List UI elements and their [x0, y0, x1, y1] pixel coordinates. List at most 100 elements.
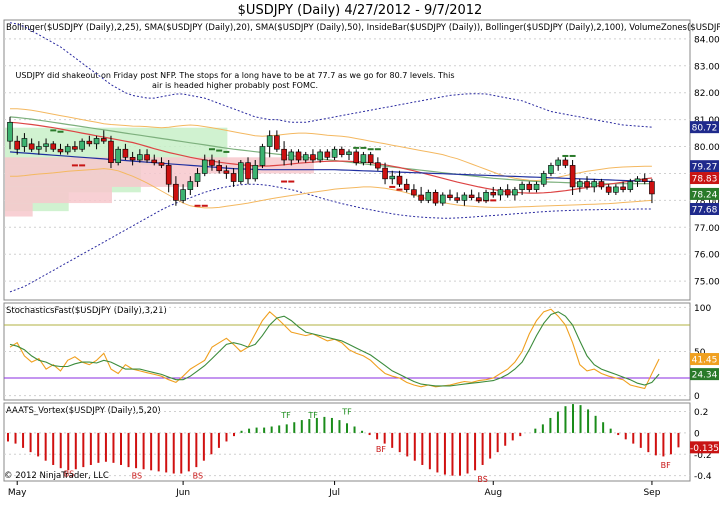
copyright-text: © 2012 NinjaTrader, LLC: [4, 471, 109, 481]
candle-body: [562, 159, 569, 166]
vortex-signal-label: BS: [193, 472, 203, 481]
x-tick-label: Aug: [484, 488, 502, 498]
candle-body: [634, 178, 641, 182]
vortex-tick-label: 0.2: [694, 408, 708, 418]
candle-body: [151, 159, 158, 163]
candle-body: [331, 148, 338, 158]
last-price-label-bg: [690, 172, 719, 185]
candle-body: [598, 181, 605, 188]
stoch-d-line: [9, 311, 660, 387]
candle-body: [7, 122, 13, 142]
candle-body: [605, 186, 612, 193]
volume-zone: [5, 203, 33, 217]
vortex-last-label: -0.135: [690, 444, 719, 454]
candle-body: [490, 192, 497, 196]
candle-body: [50, 143, 57, 150]
candle-body: [122, 148, 129, 158]
price-tick-label: 82.00: [694, 89, 720, 99]
price-header: Bollinger($USDJPY (Daily),2,25), SMA($US…: [6, 23, 720, 33]
candle-body: [504, 189, 511, 196]
candle-body: [432, 192, 439, 204]
candle-body: [620, 186, 626, 190]
price-tick-label: 76.00: [694, 251, 720, 261]
vortex-signal-label: TF: [280, 411, 291, 420]
candle-body: [165, 165, 172, 185]
last-price-label: 80.72: [692, 124, 718, 134]
candle-body: [360, 154, 367, 163]
last-price-label: 79.27: [692, 163, 718, 173]
last-price-label: 77.68: [692, 206, 718, 216]
stoch-last-label: 41.45: [692, 356, 718, 366]
candle-body: [173, 183, 179, 201]
candle-body: [418, 194, 424, 201]
candle-body: [108, 140, 114, 163]
candle-body: [548, 165, 554, 174]
candle-body: [79, 140, 85, 150]
last-price-label-bg: [690, 203, 719, 215]
candle-body: [187, 181, 194, 190]
candle-body: [194, 173, 201, 182]
candle-body: [259, 146, 266, 166]
stochastics-panel: StochasticsFast($USDJPY (Daily),3,21) 100…: [3, 302, 719, 402]
candle-body: [324, 151, 331, 158]
vortex-tick-label: -0.2: [694, 451, 712, 461]
candle-body: [338, 148, 345, 155]
candle-body: [346, 151, 352, 155]
candle-body: [310, 154, 316, 161]
candle-body: [281, 148, 287, 161]
x-tick-label: May: [8, 488, 27, 498]
candle-body: [627, 181, 634, 190]
candle-body: [201, 159, 208, 174]
candle-body: [577, 181, 583, 188]
candle-body: [274, 135, 280, 150]
vortex-signal-label: BS: [64, 470, 74, 479]
bollinger-100-upper: [9, 22, 652, 128]
stoch-frame: [3, 302, 691, 401]
candle-body: [288, 151, 295, 161]
bollinger-25-lower: [10, 168, 652, 209]
candle-body: [389, 175, 396, 180]
candle-body: [584, 181, 590, 188]
chart-title: $USDJPY (Daily) 4/27/2012 - 9/7/2012: [238, 3, 483, 18]
candle-body: [375, 162, 381, 169]
candle-body: [461, 194, 468, 201]
x-axis: May Jun Jul Aug Sep: [8, 481, 661, 498]
vortex-signal-label: BS: [477, 475, 487, 484]
candle-body: [144, 154, 150, 161]
candle-body: [411, 189, 417, 196]
candle-body: [115, 148, 121, 163]
candle-body: [613, 186, 619, 193]
candle-body: [641, 178, 648, 182]
candle-body: [43, 143, 49, 147]
candle-body: [555, 159, 561, 166]
candle-body: [36, 146, 42, 150]
stoch-last-label-bg: [690, 353, 719, 366]
candle-body: [425, 192, 432, 201]
last-price-label: 78.24: [692, 190, 718, 200]
stoch-tick-label: 100: [694, 304, 711, 314]
annotation-line: air is headed higher probably post FOMC.: [152, 81, 318, 90]
candle-body: [57, 148, 64, 153]
candle-body: [497, 189, 504, 196]
candle-body: [382, 167, 388, 180]
stoch-last-label: 24.34: [692, 371, 718, 381]
sma-20-line: [9, 121, 652, 194]
stoch-last-label-bg: [690, 368, 719, 381]
candle-body: [439, 194, 446, 204]
candle-body: [526, 183, 533, 190]
stoch-header: StochasticsFast($USDJPY (Daily),3,21): [6, 306, 167, 316]
candle-body: [180, 189, 186, 201]
price-tick-label: 75.00: [694, 278, 720, 288]
candle-body: [533, 183, 540, 190]
candle-body: [569, 165, 576, 188]
candle-body: [447, 194, 453, 198]
price-tick-label: 77.00: [694, 224, 720, 234]
last-price-label-bg: [690, 121, 719, 134]
candle-body: [238, 162, 244, 182]
candle-body: [137, 154, 143, 161]
candle-body: [209, 159, 215, 166]
x-tick-label: Jul: [328, 488, 340, 498]
candle-body: [252, 165, 259, 180]
